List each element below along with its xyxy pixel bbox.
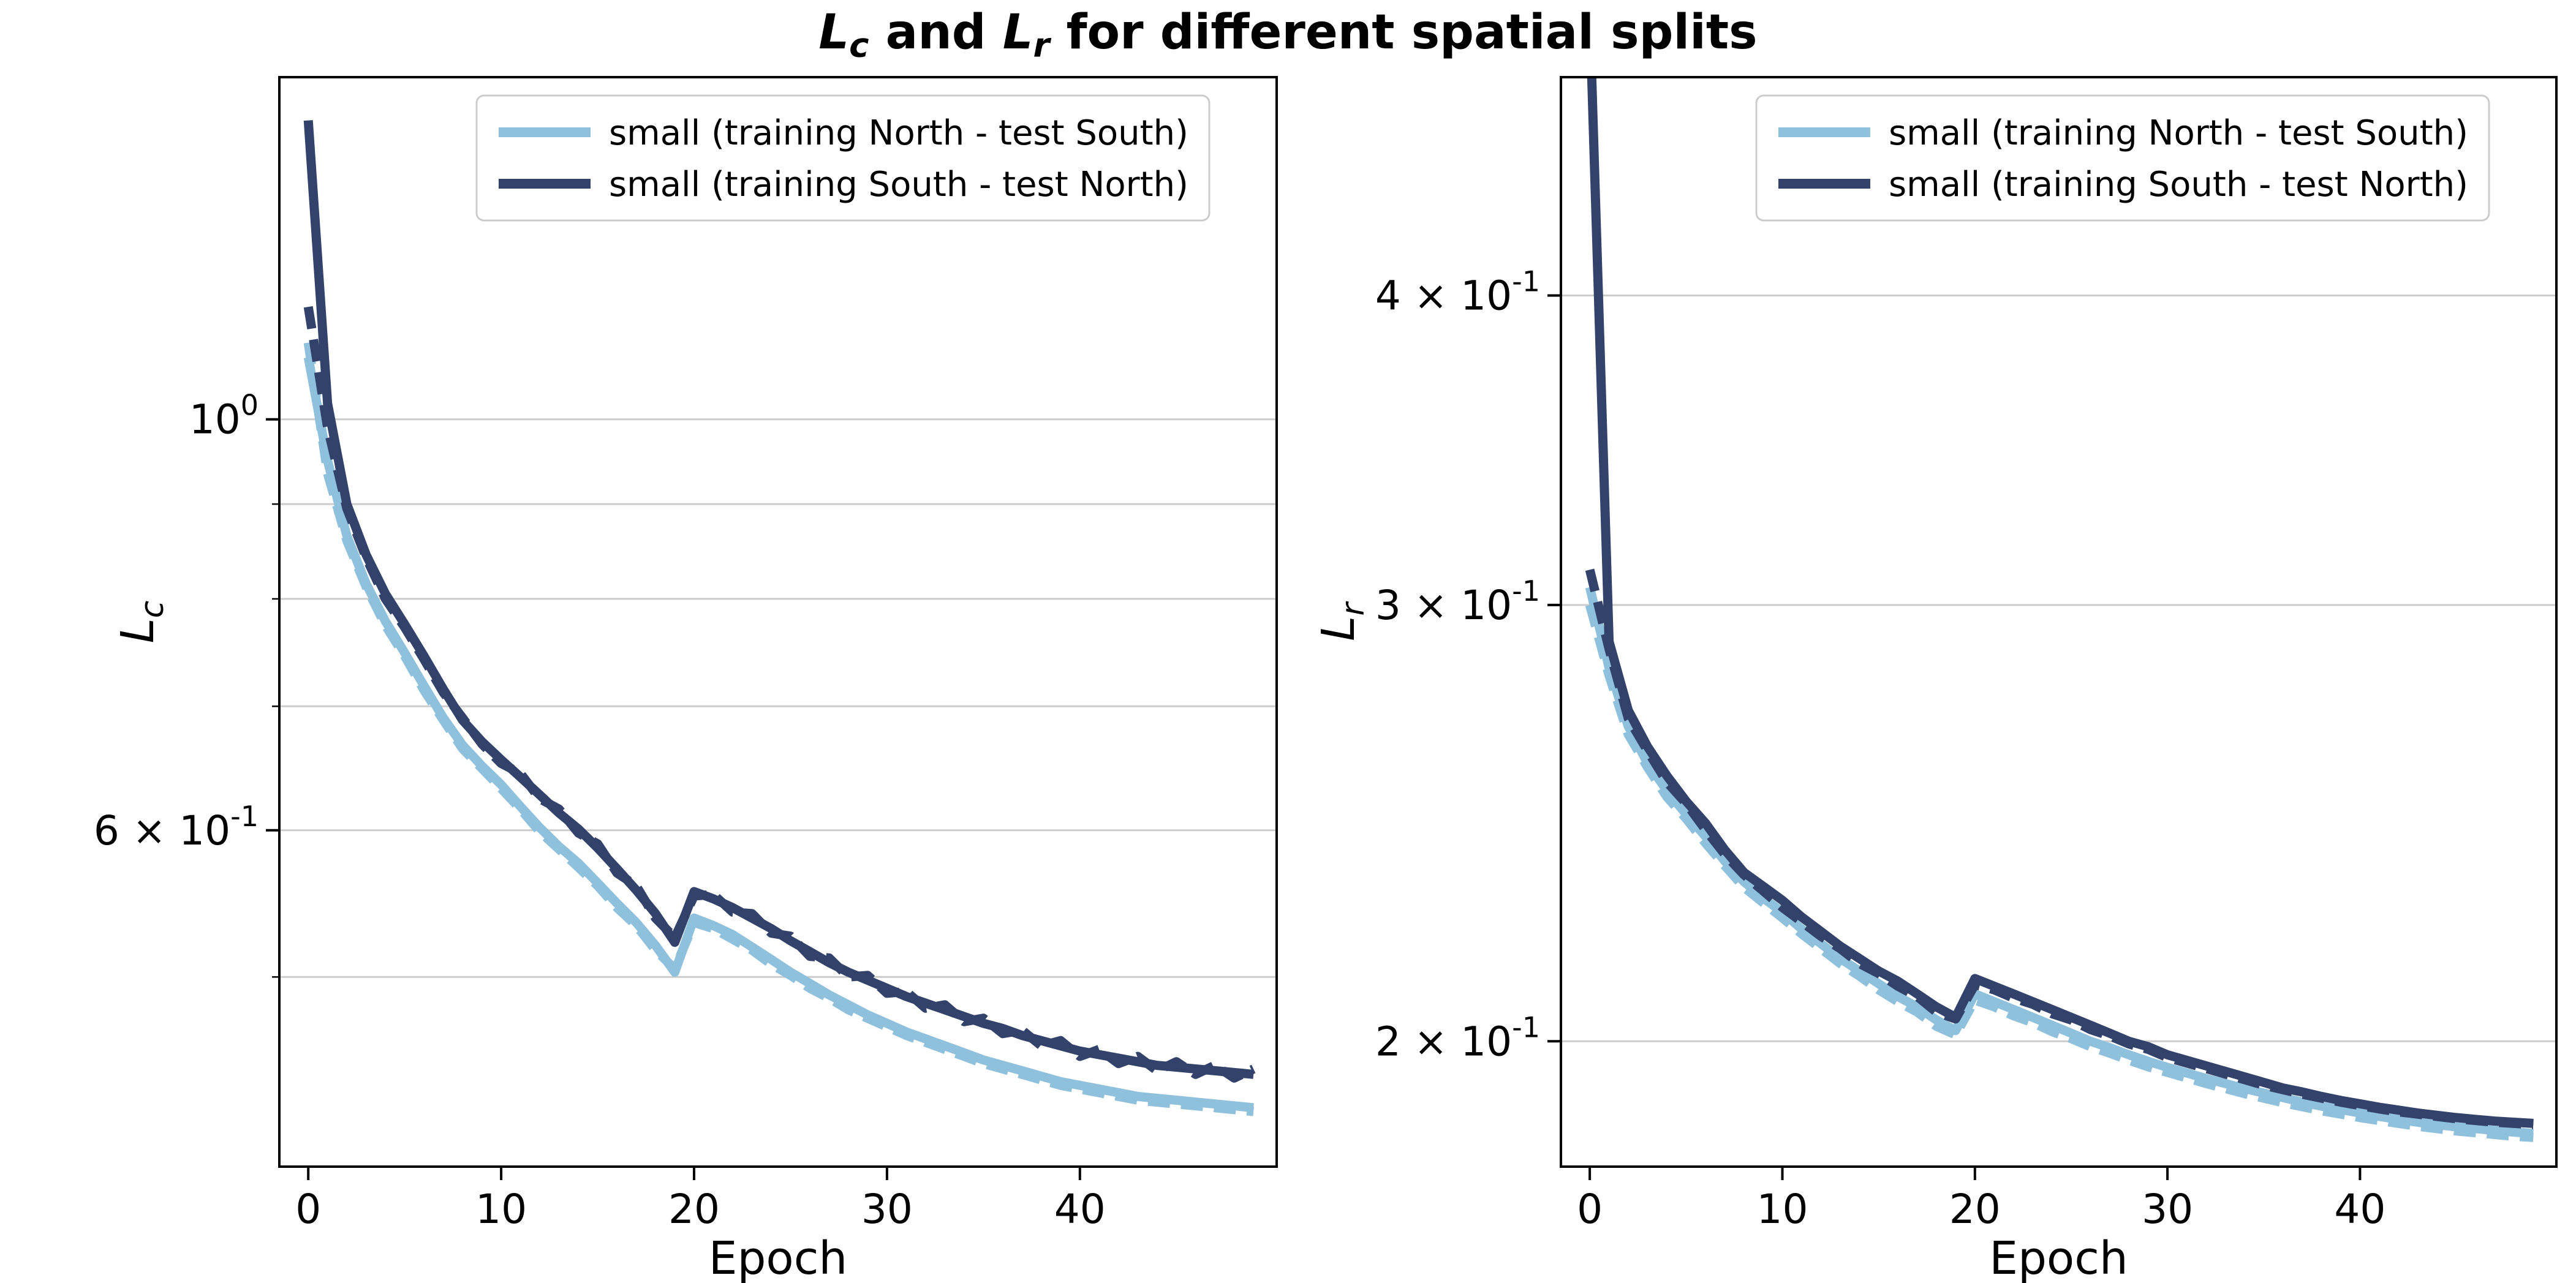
subplot-0: 0 10 20 30 40 100 6 × 10-1 Epoch Lc small (traini… (94, 76, 1278, 1283)
series-line (303, 342, 1254, 1116)
legend-label: small (training South - test North) (1889, 165, 2468, 205)
x-tick-label: 10 (1757, 1186, 1808, 1233)
x-tick-label: 0 (1577, 1186, 1603, 1233)
axes-frame (1560, 76, 2558, 1168)
x-tick-label: 30 (861, 1186, 913, 1233)
y-axis-label: Lc (111, 601, 171, 644)
y-axis-label: Lr (1312, 601, 1372, 641)
title-segment: and (869, 5, 1003, 60)
legend-label: small (training North - test South) (609, 113, 1188, 153)
x-tick-label: 40 (2334, 1186, 2385, 1233)
x-tick-label: 40 (1054, 1186, 1106, 1233)
x-axis-label: Epoch (709, 1232, 848, 1283)
x-tick-label: 0 (295, 1186, 321, 1233)
legend: small (training North - test South) small… (1755, 94, 2490, 222)
x-tick-label: 20 (1949, 1186, 2001, 1233)
title-segment: c (849, 25, 869, 65)
x-tick-label: 20 (668, 1186, 720, 1233)
series-line (1585, 603, 2534, 1142)
subplot-1: 0 10 20 30 40 4 × 10-1 3 × 10-1 2 × 10-1 Epoch Lr… (1312, 76, 2558, 1283)
y-tick-label: 100 (189, 389, 259, 443)
x-axis-label: Epoch (1989, 1232, 2128, 1283)
chart-title: Lc and Lr for different spatial splits (0, 5, 2576, 65)
legend-box (1755, 94, 2490, 222)
legend-label: small (training North - test South) (1889, 113, 2468, 153)
series-line (303, 356, 1254, 1113)
title-segment: L (1002, 5, 1033, 60)
title-segment: r (1033, 25, 1050, 65)
series-line (1585, 568, 2534, 1129)
legend-box (475, 94, 1211, 222)
x-tick-label: 10 (475, 1186, 527, 1233)
y-tick-label: 2 × 10-1 (1375, 1010, 1540, 1065)
series-line (303, 306, 1256, 1083)
y-tick-label: 4 × 10-1 (1375, 265, 1540, 320)
y-tick-label: 6 × 10-1 (94, 800, 259, 854)
title-segment: for different spatial splits (1049, 5, 1758, 60)
legend-label: small (training South - test North) (609, 165, 1188, 205)
y-tick-label: 3 × 10-1 (1375, 574, 1540, 629)
x-tick-label: 30 (2142, 1186, 2193, 1233)
axes-frame (278, 76, 1278, 1168)
legend: small (training North - test South) small… (475, 94, 1211, 222)
title-segment: L (818, 5, 850, 60)
